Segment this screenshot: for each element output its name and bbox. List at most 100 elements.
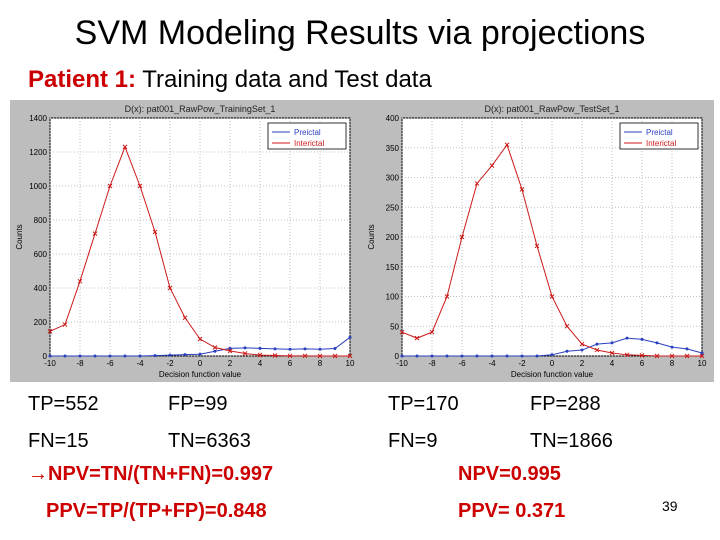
preictal-data-point <box>490 354 494 358</box>
interictal-data-point <box>257 352 263 358</box>
preictal-data-point <box>640 337 644 341</box>
interictal-data-point <box>654 353 660 359</box>
x-tick-label: -8 <box>76 359 84 368</box>
preictal-data-point <box>303 347 307 351</box>
x-tick-label: 0 <box>198 359 203 368</box>
interictal-data-point <box>347 353 353 359</box>
y-tick-label: 1000 <box>29 182 47 191</box>
interictal-data-point <box>684 353 690 359</box>
preictal-data-point <box>273 347 277 351</box>
interictal-data-point <box>594 347 600 353</box>
x-tick-label: 2 <box>580 359 585 368</box>
y-tick-label: 800 <box>34 216 48 225</box>
y-tick-label: 200 <box>34 318 48 327</box>
train-ppv: PPV=TP/(TP+FP)=0.848 <box>46 500 267 522</box>
interictal-data-point <box>107 183 113 189</box>
test-chart-panel: D(x): pat001_RawPow_TestSet_1 -10 -8 -6 -4 -2… <box>362 100 714 382</box>
train-fn: FN=15 <box>28 430 89 452</box>
chart-title: D(x): pat001_RawPow_TrainingSet_1 <box>125 104 276 114</box>
x-tick-label: 8 <box>670 359 675 368</box>
x-axis-label: Decision function value <box>159 370 242 379</box>
interictal-data-point <box>137 183 143 189</box>
interictal-data-point <box>579 341 585 347</box>
x-axis-label: Decision function value <box>511 370 594 379</box>
preictal-data-point <box>108 354 112 358</box>
y-tick-label: 600 <box>34 250 48 259</box>
preictal-data-point <box>655 341 659 345</box>
y-tick-label: 1400 <box>29 114 47 123</box>
preictal-data-point <box>400 354 404 358</box>
legend-label-interictal: Interictal <box>294 139 324 148</box>
interictal-data-point <box>429 329 435 335</box>
x-tick-label: 8 <box>318 359 323 368</box>
y-axis-label: Counts <box>367 224 376 249</box>
preictal-data-point <box>168 353 172 357</box>
x-tick-label: -4 <box>488 359 496 368</box>
preictal-data-point <box>520 354 524 358</box>
interictal-data-point <box>332 353 338 359</box>
slide-subtitle: Patient 1: Training data and Test data <box>28 66 432 94</box>
preictal-data-point <box>535 354 539 358</box>
interictal-data-point <box>317 353 323 359</box>
interictal-data-point <box>519 187 525 192</box>
preictal-data-point <box>78 354 82 358</box>
interictal-data-point <box>227 348 233 354</box>
interictal-data-point <box>474 181 480 186</box>
train-tp: TP=552 <box>28 393 99 415</box>
x-tick-label: -2 <box>518 359 526 368</box>
preictal-data-point <box>288 347 292 351</box>
interictal-data-point <box>212 345 218 350</box>
preictal-data-point <box>243 346 247 350</box>
preictal-data-point <box>430 354 434 358</box>
preictal-data-point <box>415 354 419 358</box>
preictal-data-point <box>258 346 262 350</box>
interictal-data-point <box>639 353 645 358</box>
plot-area <box>49 117 351 357</box>
x-tick-label: -4 <box>136 359 144 368</box>
x-tick-label: 6 <box>640 359 645 368</box>
x-tick-label: -10 <box>396 359 408 368</box>
preictal-data-point <box>505 354 509 358</box>
preictal-data-point <box>213 349 217 353</box>
interictal-data-point <box>699 353 705 359</box>
test-chart: D(x): pat001_RawPow_TestSet_1 -10 -8 -6 -4 -2… <box>367 104 707 379</box>
interictal-data-point <box>414 335 420 341</box>
y-tick-label: 350 <box>386 144 400 153</box>
preictal-data-point <box>595 342 599 346</box>
slide-title: SVM Modeling Results via projections <box>74 14 646 52</box>
preictal-data-point <box>348 335 352 339</box>
y-tick-label: 0 <box>395 352 400 361</box>
interictal-data-point <box>77 278 83 284</box>
interictal-data-point <box>242 351 248 356</box>
preictal-data-point <box>138 354 142 358</box>
interictal-data-point <box>609 350 615 356</box>
x-tick-label: 4 <box>610 359 615 368</box>
preictal-data-point <box>183 353 187 357</box>
test-tn: TN=1866 <box>530 430 613 452</box>
interictal-data-point <box>302 353 308 359</box>
chart-legend <box>267 122 347 150</box>
training-chart-panel: D(x): pat001_RawPow_TrainingSet_1 -10 -8 -6… <box>10 100 362 382</box>
x-tick-label: -8 <box>428 359 436 368</box>
slide-number: 39 <box>662 498 678 514</box>
interictal-data-point <box>92 231 98 236</box>
x-tick-label: -6 <box>106 359 114 368</box>
preictal-data-point <box>685 347 689 351</box>
x-tick-label: 0 <box>550 359 555 368</box>
preictal-data-point <box>475 354 479 358</box>
x-tick-label: 10 <box>698 359 707 368</box>
x-tick-label: 2 <box>228 359 233 368</box>
interictal-data-point <box>287 353 293 359</box>
x-tick-label: -2 <box>166 359 174 368</box>
interictal-data-point <box>534 243 540 249</box>
train-fp: FP=99 <box>168 393 228 415</box>
y-tick-label: 100 <box>386 293 400 302</box>
preictal-data-point <box>580 348 584 352</box>
interictal-data-point <box>624 352 630 358</box>
preictal-data-point <box>700 351 704 355</box>
legend-label-preictal: Preictal <box>294 128 321 137</box>
y-tick-label: 200 <box>386 233 400 242</box>
test-npv: NPV=0.995 <box>458 463 561 485</box>
interictal-data-point <box>459 234 465 240</box>
interictal-data-point <box>399 329 405 335</box>
